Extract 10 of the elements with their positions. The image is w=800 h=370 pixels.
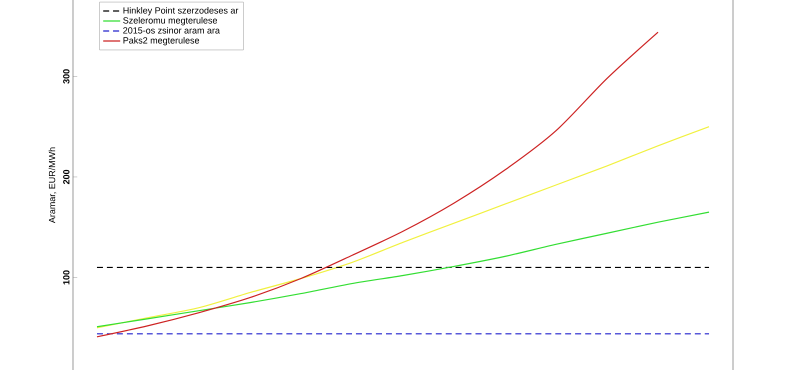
y-tick-label: 100 — [63, 270, 70, 284]
legend-label: 2015-os zsinor aram ara — [123, 26, 220, 34]
y-tick-label: 300 — [63, 69, 70, 84]
y-tick-label: 200 — [63, 170, 70, 184]
legend-label: Hinkley Point szerzodeses ar — [124, 7, 238, 16]
legend-label: Paks2 megterulese — [124, 36, 200, 46]
line-series — [96, 126, 710, 328]
line-series — [96, 212, 710, 328]
legend-label: Szeleromu megterulese — [123, 17, 218, 26]
y-axis-title: Aramar, EUR/MWh — [48, 147, 56, 224]
